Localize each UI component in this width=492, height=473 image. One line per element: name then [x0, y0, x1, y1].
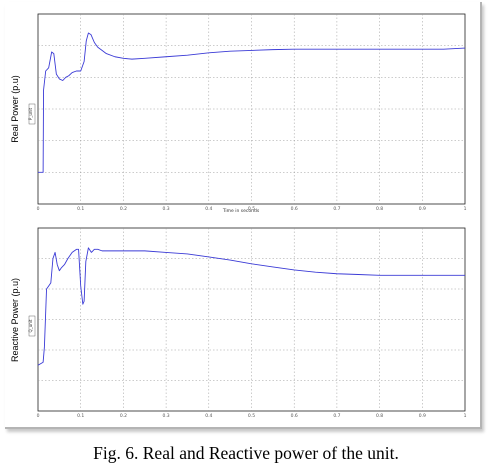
- subplot-real-power: 0 0.1 0.2 0.3 0.4 0.5 0.6 0.7 0.8 0.9 1 Real Power …: [10, 13, 467, 214]
- series-line: [37, 247, 465, 366]
- x-tick-label: 0.4: [205, 206, 212, 212]
- x-tick-label: 0.9: [419, 206, 426, 212]
- x-tick-label: 0.7: [333, 413, 340, 419]
- y-axis-label: Reactive Power (p.u): [10, 278, 20, 362]
- x-tick-label: 0.5: [248, 413, 255, 419]
- x-tick-label: 0: [37, 413, 40, 419]
- figure-caption: Fig. 6. Real and Reactive power of the u…: [93, 443, 399, 463]
- x-tick-label: 0.3: [163, 206, 170, 212]
- y-axis-label: Real Power (p.u): [10, 75, 20, 143]
- x-tick-label: 1: [464, 206, 467, 212]
- series-line: [38, 32, 466, 173]
- figure-plots: 0 0.1 0.2 0.3 0.4 0.5 0.6 0.7 0.8 0.9 1 Real Power …: [10, 13, 467, 419]
- x-tick-label: 0.9: [419, 413, 426, 419]
- x-tick-label: 0.3: [163, 413, 170, 419]
- signal-label: P_unit: [28, 107, 33, 120]
- x-tick-label: 0.6: [291, 206, 298, 212]
- subplot-reactive-power: 0 0.1 0.2 0.3 0.4 0.5 0.6 0.7 0.8 0.9 1 Reactive Po…: [10, 227, 467, 419]
- x-tick-label: 0.1: [77, 206, 84, 212]
- x-tick-label: 0.4: [205, 413, 212, 419]
- x-tick-label: 0.5: [248, 206, 255, 212]
- x-tick-label: 0.7: [333, 206, 340, 212]
- x-tick-label: 1: [464, 413, 467, 419]
- signal-label-box: [28, 315, 36, 337]
- x-tick-label: 0.8: [376, 206, 383, 212]
- signal-label: Q_unit: [28, 319, 33, 332]
- figure-frame: 0 0.1 0.2 0.3 0.4 0.5 0.6 0.7 0.8 0.9 1 Real Power …: [5, 2, 482, 429]
- x-tick-label: 0.2: [120, 206, 127, 212]
- x-tick-label: 0.8: [376, 413, 383, 419]
- x-tick-label: 0: [37, 206, 40, 212]
- x-tick-label: 0.1: [77, 413, 84, 419]
- signal-label-box: [28, 103, 36, 125]
- x-axis-label: Time in seconds: [222, 208, 260, 214]
- x-tick-label: 0.2: [120, 413, 127, 419]
- x-tick-label: 0.6: [291, 413, 298, 419]
